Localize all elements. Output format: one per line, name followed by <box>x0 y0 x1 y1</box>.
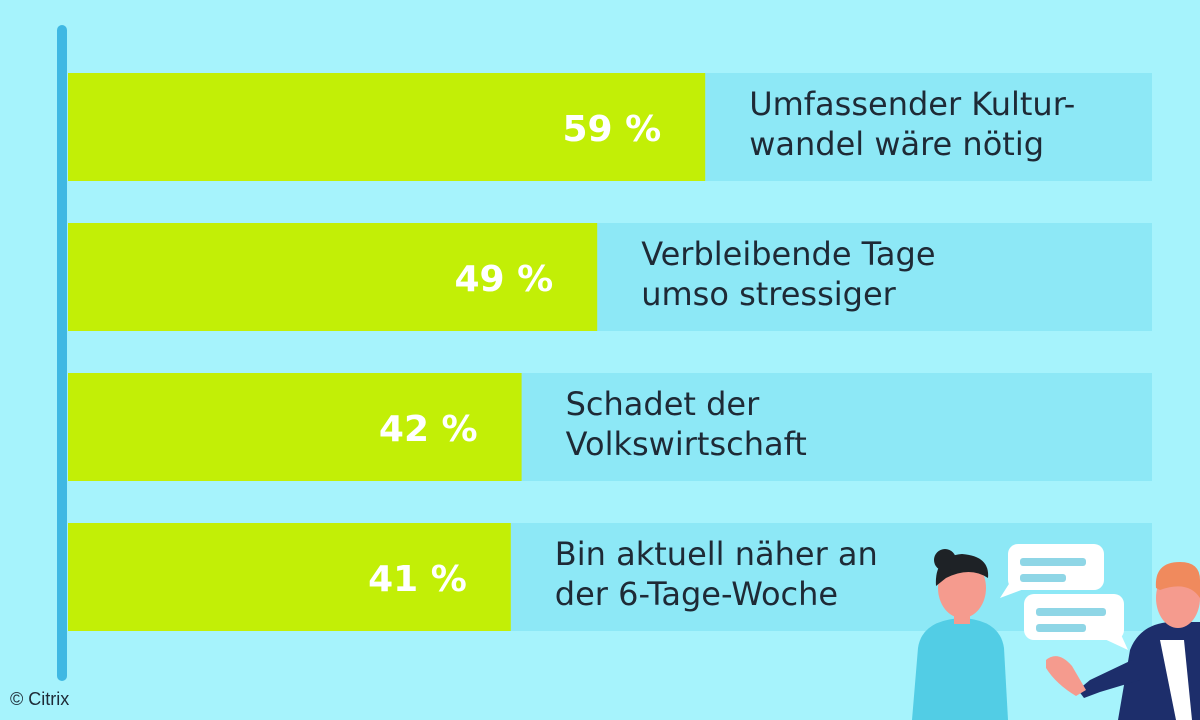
value-label: 59 % <box>562 109 661 150</box>
category-label: Schadet der <box>566 385 761 423</box>
category-label: wandel wäre nötig <box>749 125 1044 163</box>
value-label: 41 % <box>368 559 467 600</box>
bubble-tail <box>1000 576 1032 598</box>
value-label: 49 % <box>454 259 553 300</box>
two-people-talking-icon <box>912 544 1200 720</box>
category-label: Volkswirtschaft <box>566 425 807 463</box>
man-hand <box>1046 656 1086 696</box>
man-shirt <box>1160 640 1192 720</box>
bar <box>68 73 706 181</box>
copyright-credit: © Citrix <box>10 689 70 709</box>
bar <box>68 373 522 481</box>
category-label: Umfassender Kultur- <box>749 85 1075 123</box>
category-label: der 6-Tage-Woche <box>555 575 838 613</box>
bar <box>68 523 511 631</box>
value-label: 42 % <box>379 409 478 450</box>
bubble-tail <box>1098 628 1128 650</box>
bubble-line <box>1020 574 1066 582</box>
man-arm <box>1078 660 1140 698</box>
woman-body <box>912 618 1008 720</box>
bubble-line <box>1020 558 1086 566</box>
bars-layer: 59 % Umfassender Kultur-wandel wäre nötig… <box>57 25 1152 681</box>
category-label: Bin aktuell näher an <box>555 535 878 573</box>
man-hair <box>1155 562 1200 598</box>
woman-hair-bun <box>934 549 956 571</box>
category-label: umso stressiger <box>641 275 896 313</box>
bubble-line <box>1036 624 1086 632</box>
category-label: Verbleibende Tage <box>641 235 935 273</box>
bar <box>68 223 598 331</box>
bubble-line <box>1036 608 1106 616</box>
